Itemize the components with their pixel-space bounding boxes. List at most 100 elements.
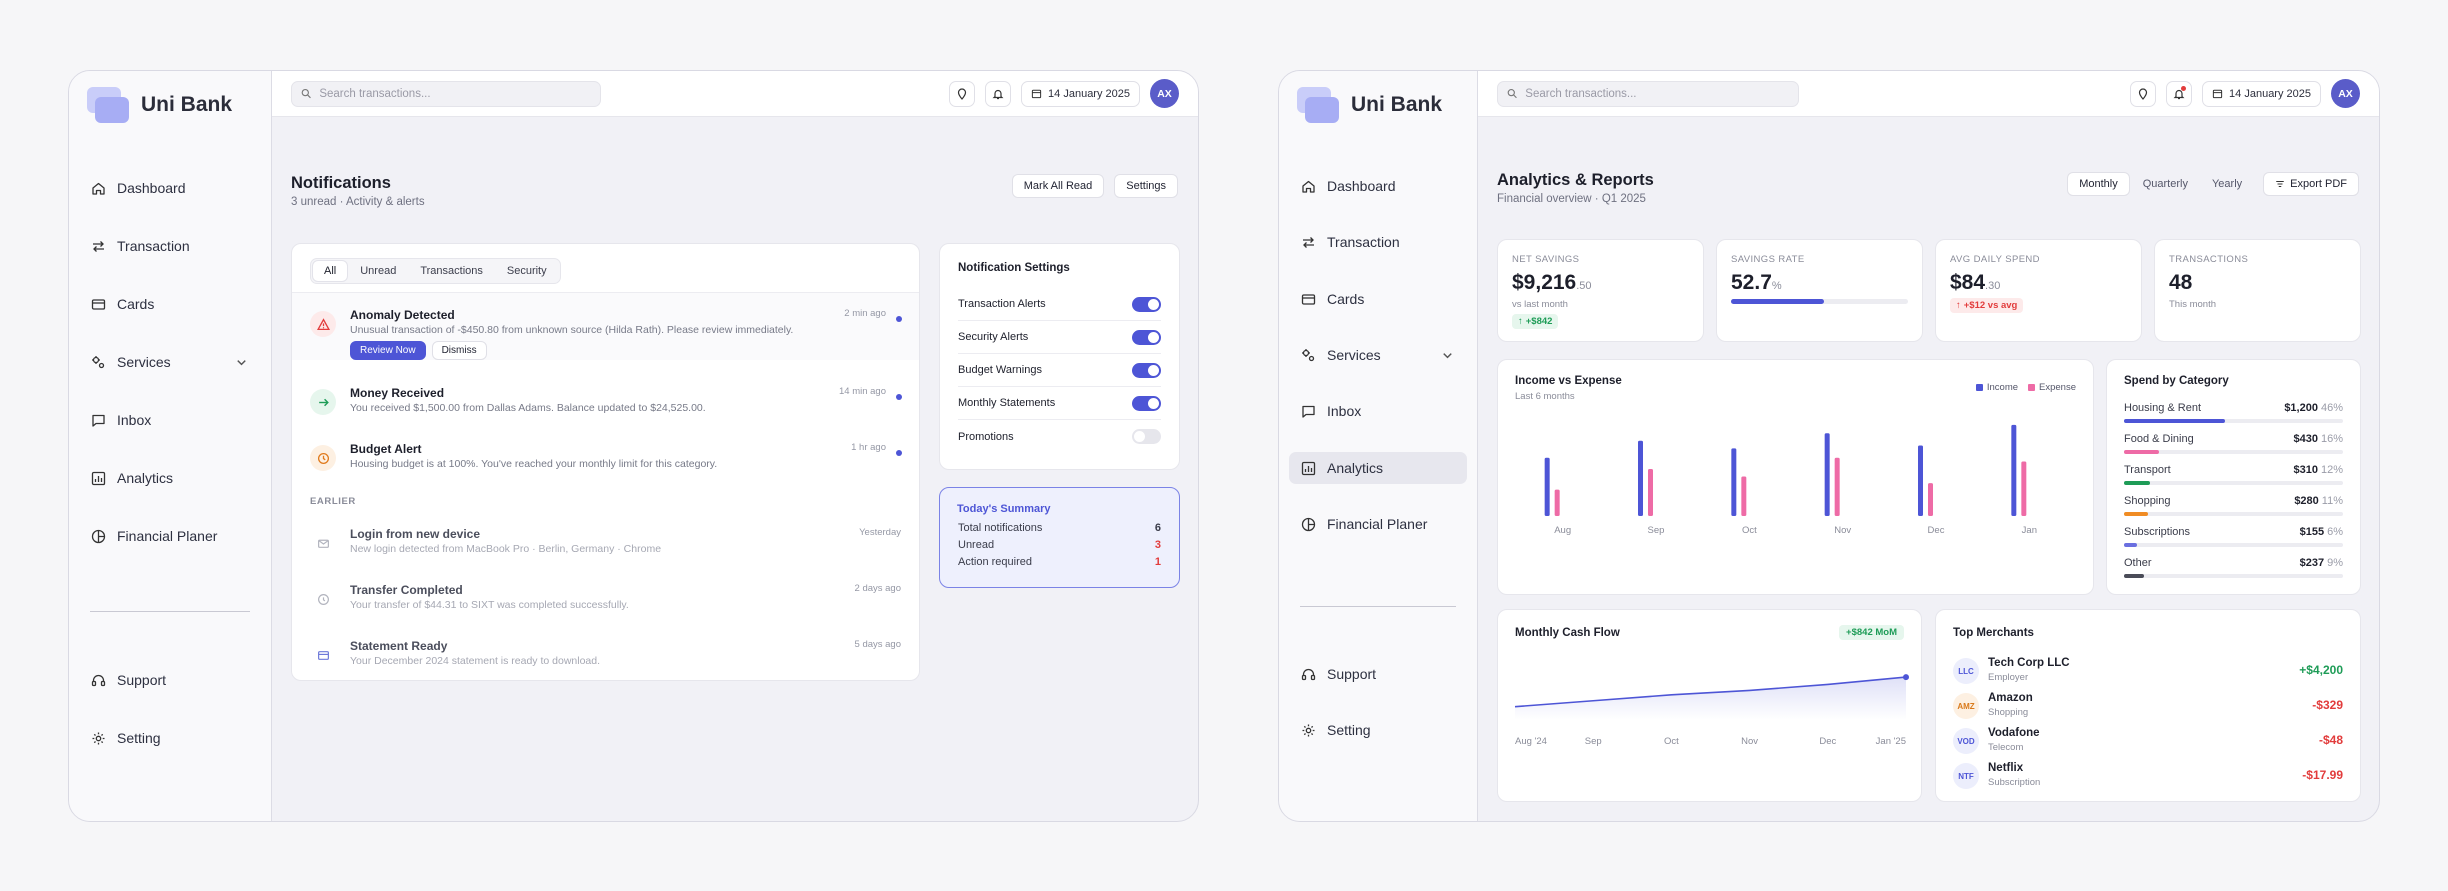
- notification-title: Money Received: [350, 386, 445, 400]
- sidebar-item-cards[interactable]: Cards: [1289, 283, 1467, 315]
- sidebar-item-cards[interactable]: Cards: [79, 288, 261, 320]
- page-title: Analytics & Reports: [1497, 171, 1654, 189]
- tab-security[interactable]: Security: [506, 265, 547, 277]
- location-button[interactable]: [949, 80, 976, 107]
- x-tick-label: Sep: [1648, 525, 1665, 536]
- tab-unread[interactable]: Unread: [360, 265, 397, 277]
- brand-logo[interactable]: Uni Bank: [1297, 87, 1442, 123]
- tab-all[interactable]: All: [313, 261, 348, 281]
- export-label: Export PDF: [2290, 178, 2347, 190]
- sidebar-item-label: Cards: [1327, 291, 1365, 307]
- bar-income-jan: [2011, 424, 2017, 516]
- merchant-row[interactable]: VOD Vodafone Telecom -$48: [1953, 724, 2343, 758]
- merchant-row[interactable]: NTF Netflix Subscription -$17.99: [1953, 759, 2343, 793]
- setting-toggle[interactable]: [1132, 296, 1161, 312]
- period-quarterly[interactable]: Quarterly: [2132, 172, 2199, 196]
- bell-icon: [2173, 89, 2185, 99]
- category-row: Subscriptions $155 6%: [2124, 526, 2343, 547]
- cash-flow-area-chart: Aug '24 Sep Oct Nov Dec Jan '25: [1514, 674, 1909, 747]
- sidebar-item-analytics[interactable]: Analytics: [1289, 452, 1467, 484]
- setting-toggle[interactable]: [1132, 362, 1161, 378]
- search-input[interactable]: [1525, 87, 1789, 100]
- spend-by-category-card: Spend by Category Housing & Rent $1,200 46…: [2106, 359, 2361, 595]
- top-bar: 14 January 2025 AX: [272, 71, 1198, 117]
- setting-label: Monthly Statements: [958, 397, 1056, 409]
- sidebar-item-setting[interactable]: Setting: [79, 722, 261, 754]
- sidebar-item-setting[interactable]: Setting: [1289, 714, 1467, 746]
- arrow-right-icon: [310, 389, 336, 415]
- settings-button[interactable]: Settings: [1114, 174, 1178, 198]
- mark-all-read-button[interactable]: Mark All Read: [1011, 174, 1105, 198]
- notifications-button[interactable]: [2166, 80, 2193, 107]
- category-bar-fill: [2124, 543, 2138, 547]
- merchant-row[interactable]: LLC Tech Corp LLC Employer +$4,200: [1953, 654, 2343, 688]
- merchant-row[interactable]: AMZ Amazon Shopping -$329: [1953, 689, 2343, 723]
- setting-toggle[interactable]: [1132, 329, 1161, 345]
- export-pdf-button[interactable]: Export PDF: [2263, 172, 2359, 196]
- category-row: Housing & Rent $1,200 46%: [2124, 402, 2343, 423]
- tab-transactions[interactable]: Transactions: [420, 265, 483, 277]
- sidebar-item-services[interactable]: Services: [1289, 339, 1467, 371]
- stat-main-value: $84: [1950, 271, 1986, 294]
- sidebar-item-analytics[interactable]: Analytics: [79, 462, 261, 494]
- bar-expense-dec: [1928, 483, 1933, 516]
- sidebar-item-financial-planer[interactable]: Financial Planer: [79, 520, 261, 552]
- notification-tabs: All Unread Transactions Security: [310, 258, 561, 284]
- pie-icon: [91, 529, 106, 543]
- period-monthly[interactable]: Monthly: [2067, 172, 2130, 196]
- category-bar-fill: [2124, 481, 2151, 485]
- stat-main-value: $9,216: [1512, 271, 1577, 294]
- legend-label: Income: [1986, 382, 2019, 393]
- notification-description: Your transfer of $44.31 to SIXT was comp…: [350, 599, 629, 611]
- x-tick-label: Nov: [1741, 736, 1758, 747]
- inbox-icon: [92, 414, 105, 427]
- page-title: Notifications: [291, 174, 391, 192]
- date-picker-button[interactable]: 14 January 2025: [2202, 80, 2321, 107]
- dismiss-button[interactable]: Dismiss: [431, 341, 487, 360]
- top-merchants-card: Top Merchants LLC Tech Corp LLC Employer +$…: [1935, 609, 2361, 802]
- sidebar-item-transaction[interactable]: Transaction: [1289, 226, 1467, 258]
- category-bar-fill: [2124, 574, 2144, 578]
- sidebar-item-support[interactable]: Support: [79, 664, 261, 696]
- category-amount: $1,200 46%: [2284, 402, 2343, 414]
- sidebar-item-label: Transaction: [117, 238, 190, 254]
- sidebar-item-dashboard[interactable]: Dashboard: [1289, 170, 1467, 202]
- sidebar-item-transaction[interactable]: Transaction: [79, 230, 261, 262]
- sidebar-item-dashboard[interactable]: Dashboard: [79, 172, 261, 204]
- search-input[interactable]: [319, 87, 591, 100]
- date-picker-button[interactable]: 14 January 2025: [1021, 80, 1140, 107]
- bar-income-dec: [1918, 445, 1923, 516]
- bar-expense-aug: [1554, 489, 1560, 516]
- services-icon: [92, 355, 105, 368]
- category-value: $280: [2294, 495, 2319, 507]
- card-icon: [1301, 293, 1316, 305]
- sidebar: Uni Bank Dashboard Transaction Cards Servic…: [69, 71, 272, 821]
- sidebar-item-inbox[interactable]: Inbox: [1289, 395, 1467, 427]
- search-box[interactable]: [291, 80, 601, 107]
- services-icon: [1302, 348, 1315, 361]
- category-amount: $280 11%: [2294, 495, 2343, 507]
- notifications-button[interactable]: [985, 80, 1012, 107]
- setting-toggle[interactable]: [1132, 395, 1161, 411]
- location-button[interactable]: [2130, 80, 2157, 107]
- sidebar-item-financial-planer[interactable]: Financial Planer: [1289, 508, 1467, 540]
- notification-settings-card: Notification Settings Transaction Alerts…: [939, 243, 1180, 470]
- review-now-button[interactable]: Review Now: [350, 341, 426, 360]
- period-yearly[interactable]: Yearly: [2201, 172, 2253, 196]
- sidebar-item-services[interactable]: Services: [79, 346, 261, 378]
- user-avatar[interactable]: AX: [2331, 79, 2360, 108]
- category-name: Shopping: [2124, 495, 2171, 507]
- sidebar-item-support[interactable]: Support: [1289, 658, 1467, 690]
- sidebar-item-inbox[interactable]: Inbox: [79, 404, 261, 436]
- user-avatar[interactable]: AX: [1150, 79, 1179, 108]
- setting-toggle[interactable]: [1132, 429, 1161, 444]
- category-name: Other: [2124, 557, 2152, 569]
- category-value: $430: [2293, 433, 2318, 445]
- merchant-logo: VOD: [1953, 728, 1979, 754]
- category-name: Transport: [2124, 464, 2171, 476]
- brand-logo[interactable]: Uni Bank: [87, 87, 232, 123]
- summary-value: 6: [1154, 522, 1161, 534]
- search-box[interactable]: [1497, 80, 1799, 107]
- merchant-name: Netflix: [1988, 762, 2024, 774]
- sidebar-divider: [1300, 606, 1456, 607]
